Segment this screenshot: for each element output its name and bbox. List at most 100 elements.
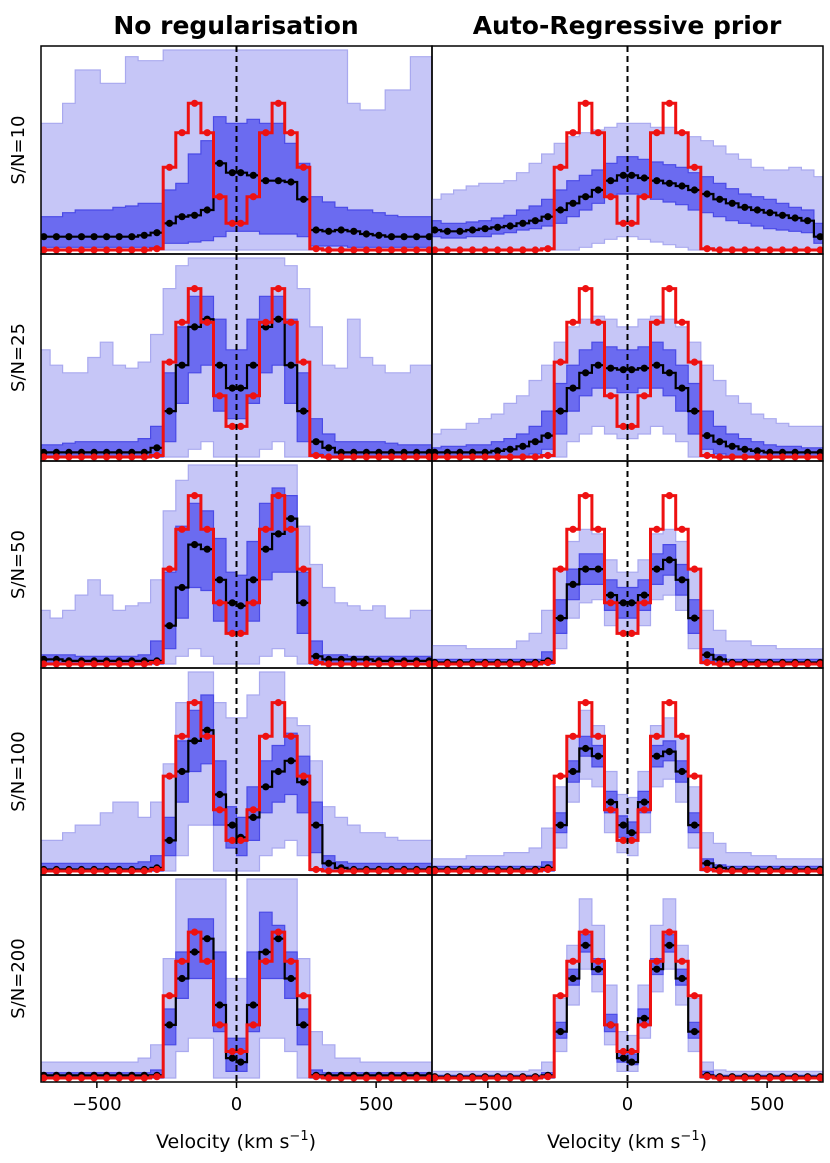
true-point (778, 453, 787, 461)
true-point (362, 1074, 370, 1082)
true-point (481, 453, 489, 461)
true-point (140, 453, 148, 461)
true-point (653, 129, 661, 137)
true-point (115, 453, 123, 461)
median-point (556, 206, 565, 214)
true-point (628, 422, 636, 430)
row-label-sn-0: S/N=10 (8, 116, 29, 185)
true-point (77, 660, 86, 668)
true-point (481, 246, 489, 254)
median-point (607, 798, 615, 806)
true-point (413, 246, 421, 254)
true-point (140, 1074, 148, 1082)
median-point (325, 444, 333, 452)
true-point (128, 867, 136, 875)
median-point (178, 767, 186, 776)
median-point (387, 233, 396, 241)
true-point (299, 163, 308, 171)
true-point (468, 867, 477, 875)
x-axis-labels: Velocity (km s−1) Velocity (km s−1) (156, 1129, 707, 1153)
true-point (425, 453, 432, 461)
median-point (619, 1054, 627, 1062)
true-point (400, 246, 408, 254)
true-point (128, 246, 136, 254)
true-point (387, 246, 396, 254)
median-point (653, 565, 661, 573)
median-point (653, 752, 661, 760)
median-point (582, 193, 590, 201)
true-point (443, 1074, 451, 1082)
median-point (531, 217, 539, 225)
true-point (400, 660, 408, 668)
true-point (728, 660, 736, 668)
true-point (665, 699, 674, 707)
true-point (128, 453, 136, 461)
true-point (804, 246, 812, 254)
true-point (153, 451, 161, 460)
median-point (665, 941, 674, 949)
true-point (432, 660, 439, 668)
median-point (350, 227, 358, 235)
true-point (519, 660, 527, 668)
true-point (456, 453, 464, 461)
true-point (413, 453, 421, 461)
true-point (569, 525, 577, 533)
true-point (569, 129, 577, 137)
median-point (619, 171, 627, 179)
true-point (582, 699, 590, 707)
true-point (640, 599, 648, 607)
true-point (703, 658, 711, 667)
true-point (607, 1021, 615, 1029)
median-point (375, 231, 383, 239)
true-point (287, 129, 295, 137)
median-point (594, 565, 602, 573)
true-point (665, 285, 674, 293)
panel-content (432, 254, 823, 461)
median-point (362, 230, 370, 238)
median-point (65, 233, 73, 241)
true-point (52, 1074, 61, 1082)
median-point (569, 767, 577, 776)
true-point (791, 1074, 799, 1082)
median-point (665, 556, 674, 564)
median-point (665, 179, 674, 187)
median-point (804, 217, 812, 225)
median-point (178, 974, 186, 983)
median-point (153, 229, 161, 237)
true-point (425, 867, 432, 875)
true-point (325, 246, 333, 254)
median-point (653, 177, 661, 185)
median-point (228, 169, 236, 177)
median-point (41, 233, 48, 241)
median-point (594, 361, 602, 369)
median-point (191, 323, 199, 331)
true-point (556, 163, 565, 171)
true-point (594, 957, 602, 965)
median-point (228, 821, 236, 829)
true-point (237, 422, 245, 430)
true-point (753, 660, 762, 668)
true-point (249, 193, 257, 201)
true-point (678, 525, 686, 533)
median-point (653, 965, 661, 973)
median-point (337, 226, 345, 234)
median-point (262, 177, 270, 185)
x-tick-label: 500 (750, 1094, 784, 1115)
median-point (640, 591, 648, 599)
true-point (203, 318, 211, 326)
true-point (804, 867, 812, 875)
panel-r2-c1 (431, 460, 824, 669)
true-point (544, 245, 552, 253)
median-point (569, 199, 577, 207)
true-point (228, 629, 236, 638)
true-point (569, 732, 577, 740)
true-point (103, 867, 111, 875)
panel-content (432, 875, 823, 1082)
median-point (425, 233, 432, 241)
median-point (653, 361, 661, 369)
true-point (741, 867, 749, 875)
median-point (299, 778, 308, 786)
x-axis-unit-exponent: −1 (289, 1129, 308, 1144)
true-point (432, 246, 439, 254)
true-point (519, 246, 527, 254)
